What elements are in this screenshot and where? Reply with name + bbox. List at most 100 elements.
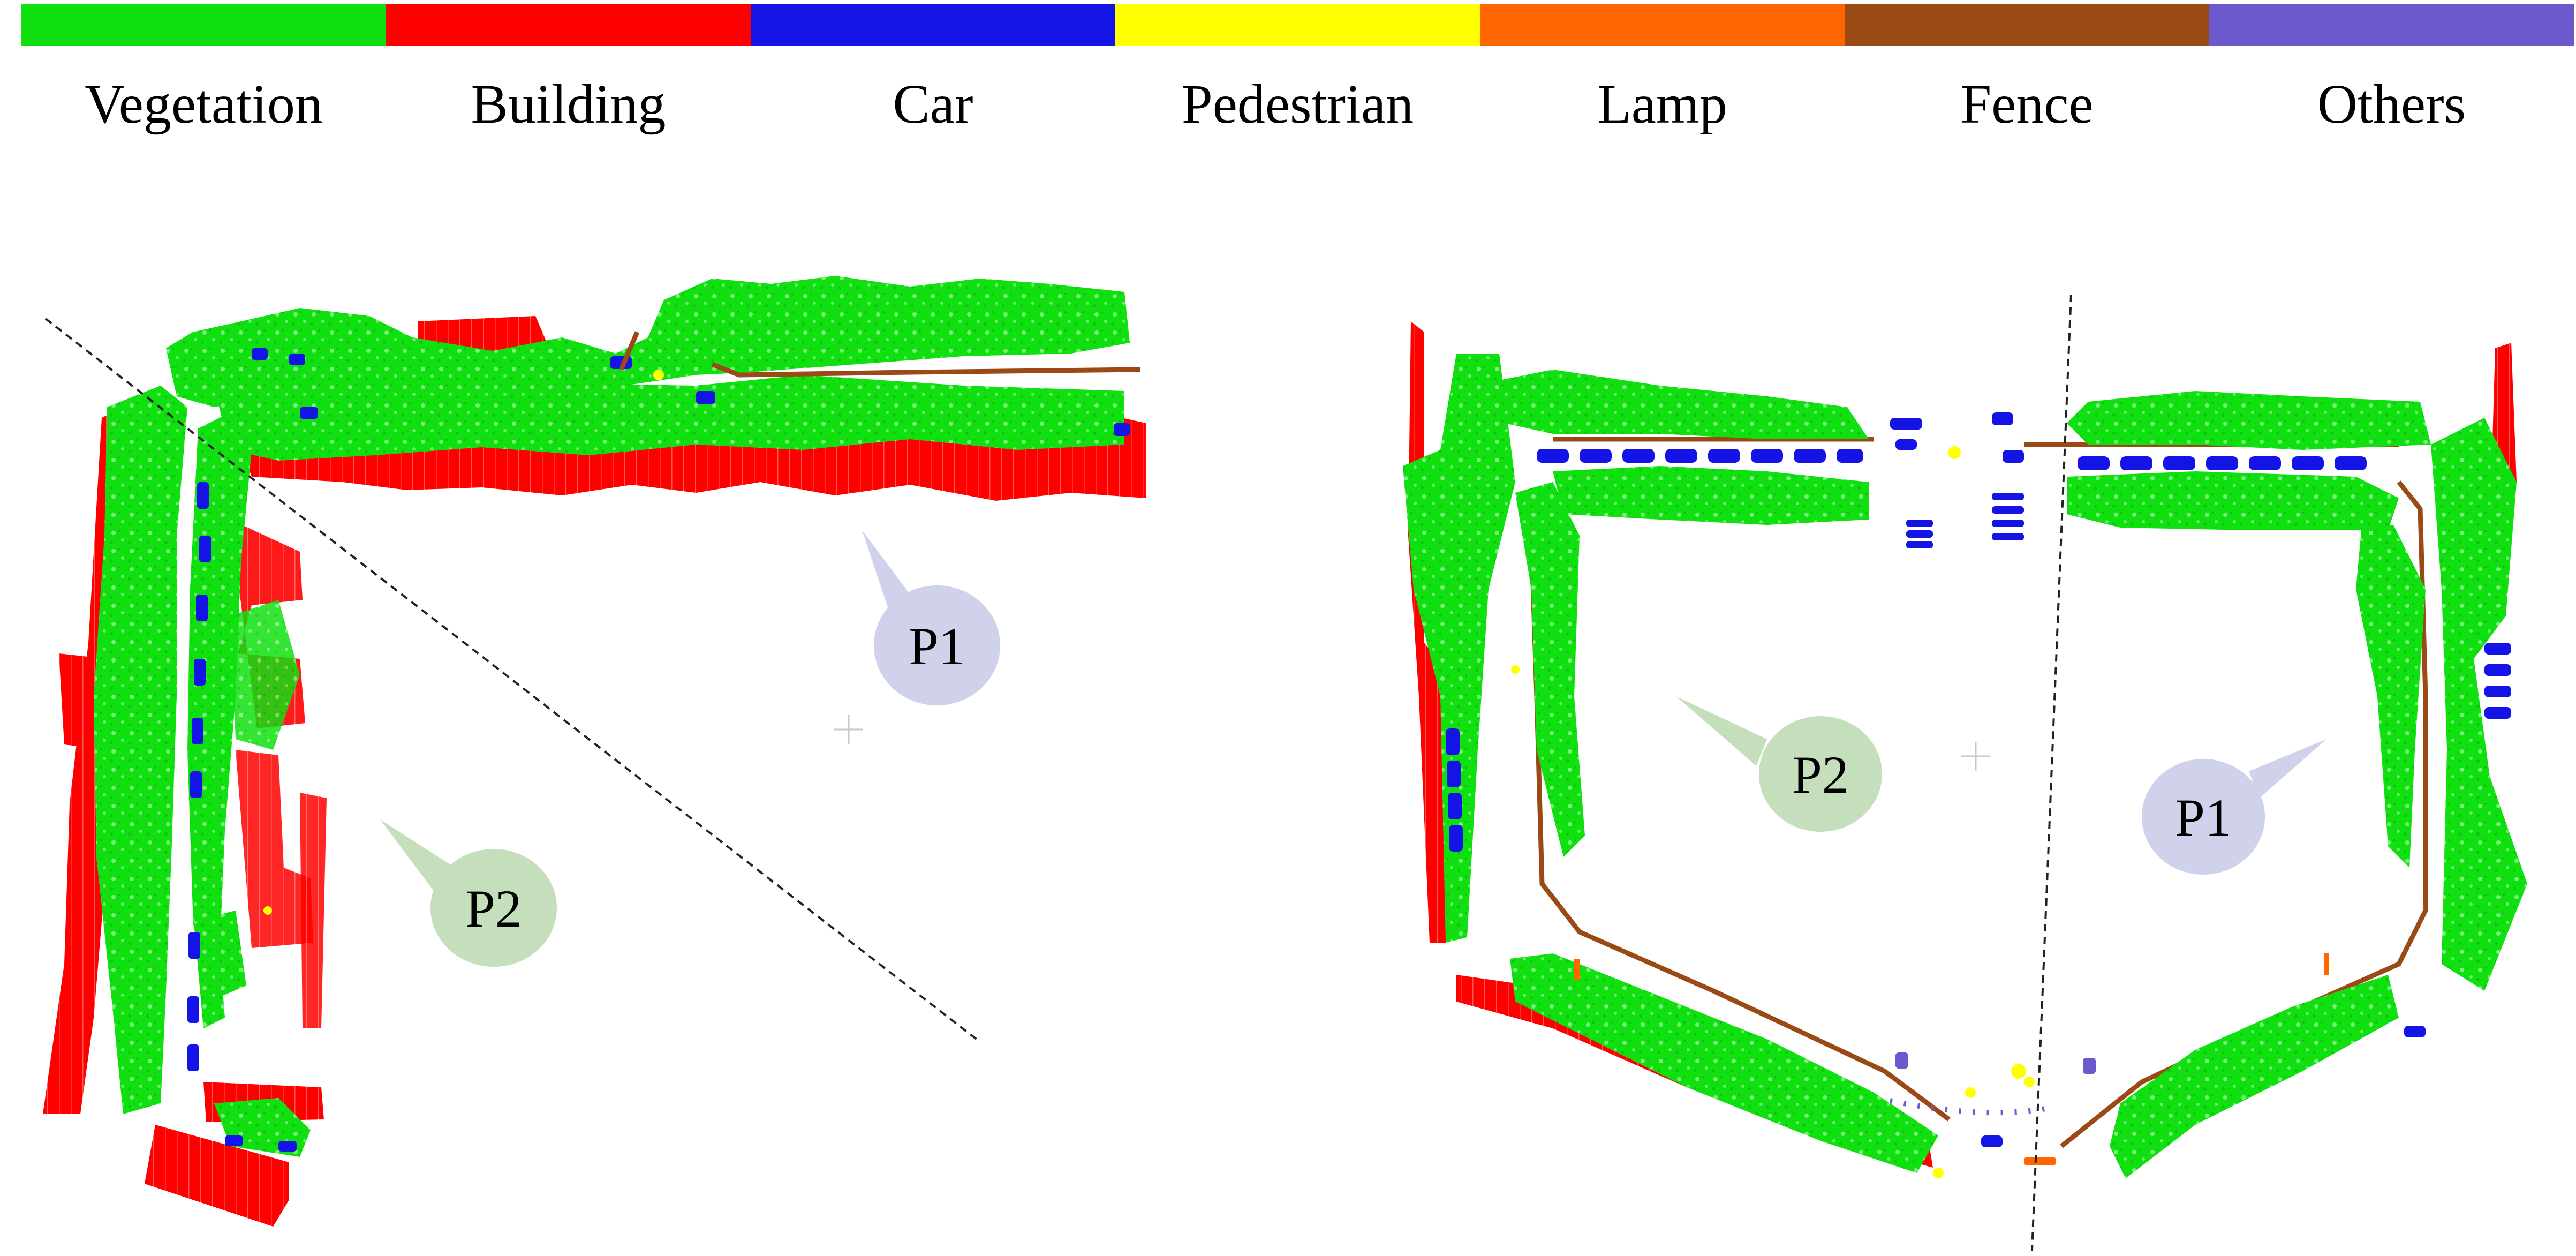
left-cars (187, 348, 1130, 1152)
legend-label-building: Building (471, 73, 666, 135)
right-car-10 (2120, 456, 2152, 470)
left-fence-corner (618, 331, 640, 371)
right-car-13 (2249, 456, 2281, 470)
left-callout-p2: P2 (380, 819, 557, 967)
right-others-post-2 (2083, 1058, 2096, 1074)
right-lamp-1 (2024, 1157, 2056, 1165)
right-car-14 (2292, 456, 2324, 470)
legend-swatch-building (386, 4, 751, 46)
right-callout-p1-tail (2249, 739, 2326, 798)
legend-swatch-lamp (1480, 4, 1845, 46)
right-pedestrian-2 (2011, 1064, 2026, 1079)
left-callout-p1-bubble (874, 585, 1000, 705)
right-callout-p1: P1 (2142, 739, 2326, 875)
right-car-18 (1906, 520, 1933, 527)
legend-label-car: Car (893, 73, 973, 135)
right-fence-ring (1529, 437, 2428, 1148)
right-car-29 (1448, 793, 1462, 819)
left-car-6 (1114, 423, 1130, 436)
legend-item-lamp: Lamp (1480, 4, 1845, 165)
left-fence-top (711, 362, 1141, 378)
legend-swatch-pedestrian (1115, 4, 1480, 46)
right-car-2 (1580, 449, 1612, 463)
left-callout-p2-bubble (430, 849, 557, 967)
right-callout-p2-label: P2 (1792, 745, 1849, 804)
left-callout-p1-label: P1 (909, 616, 965, 676)
right-car-8 (1837, 449, 1863, 463)
right-car-3 (1622, 449, 1655, 463)
legend-item-fence: Fence (1845, 4, 2209, 165)
legend-label-vegetation: Vegetation (85, 73, 323, 135)
right-car-36 (1981, 1135, 2003, 1147)
right-car-25 (1992, 520, 2024, 527)
right-car-30 (1449, 825, 1463, 852)
right-cars (1446, 412, 2511, 1147)
right-car-31 (2484, 643, 2511, 655)
right-veg-east-inner (2356, 525, 2426, 868)
right-others (1889, 1052, 2096, 1116)
left-car-9 (196, 595, 208, 621)
left-point-cloud-panel: P1 P2 (43, 276, 1146, 1227)
left-car-7 (197, 482, 209, 509)
right-pedestrian-6 (1933, 1168, 1944, 1178)
legend-item-others: Others (2209, 4, 2574, 165)
left-car-15 (187, 1044, 199, 1071)
legend-item-building: Building (386, 4, 751, 165)
right-callout-p2: P2 (1676, 696, 1882, 832)
left-callout-p2-label: P2 (465, 879, 522, 938)
right-car-4 (1665, 449, 1697, 463)
left-car-12 (190, 771, 202, 798)
left-veg-west-column (94, 386, 187, 1114)
right-pedestrians (1511, 446, 2035, 1178)
left-callout-p1-tail (862, 530, 910, 611)
left-building-south-wedge (145, 1125, 289, 1227)
right-callout-p2-bubble (1759, 716, 1882, 832)
left-callout-p2-tail (380, 819, 455, 894)
left-car-13 (188, 932, 200, 959)
right-car-32 (2484, 664, 2511, 676)
legend-label-pedestrian: Pedestrian (1181, 73, 1414, 135)
right-car-34 (2484, 707, 2511, 719)
right-veg-north-west (1499, 370, 1869, 439)
left-pedestrian-1 (653, 370, 664, 380)
right-veg-north-east (2067, 391, 2431, 450)
right-car-7 (1794, 449, 1826, 463)
left-callout-p1: P1 (862, 530, 1000, 705)
right-callout-p2-tail (1676, 696, 1767, 766)
left-pedestrians (263, 370, 664, 915)
left-fences (618, 331, 1141, 378)
legend-item-pedestrian: Pedestrian (1115, 4, 1480, 165)
right-veg-north-east-inner (2067, 471, 2399, 530)
left-split-line (44, 318, 981, 1043)
left-pedestrian-2 (263, 906, 272, 915)
right-veg-west-outer (1403, 354, 1515, 943)
left-car-2 (289, 354, 305, 365)
right-veg-south-west (1510, 953, 1938, 1173)
right-callout-p1-label: P1 (2175, 788, 2232, 847)
right-car-23 (1992, 493, 2024, 500)
right-veg-west-inner (1515, 482, 1585, 857)
left-car-10 (194, 659, 206, 686)
right-pedestrian-3 (2024, 1077, 2035, 1087)
right-lamp-2 (2324, 953, 2329, 975)
right-pedestrian-5 (1511, 665, 1520, 674)
left-building-east-c (300, 793, 327, 1028)
right-pedestrian-1 (1948, 446, 1961, 459)
right-car-24 (1992, 506, 2024, 514)
right-car-12 (2206, 456, 2238, 470)
right-car-21 (1992, 412, 2013, 425)
left-center-marker (834, 715, 863, 744)
right-car-1 (1537, 449, 1569, 463)
legend-label-others: Others (2317, 73, 2466, 135)
left-car-14 (187, 996, 199, 1023)
left-car-8 (199, 536, 211, 562)
left-veg-top-rows (166, 276, 1130, 407)
legend-item-vegetation: Vegetation (21, 4, 386, 165)
right-car-35 (2404, 1026, 2426, 1037)
right-vegetation (1403, 354, 2527, 1178)
left-car-11 (192, 718, 203, 744)
left-car-3 (300, 407, 318, 419)
right-others-arc (1889, 1098, 2046, 1116)
legend-swatch-car (751, 4, 1115, 46)
